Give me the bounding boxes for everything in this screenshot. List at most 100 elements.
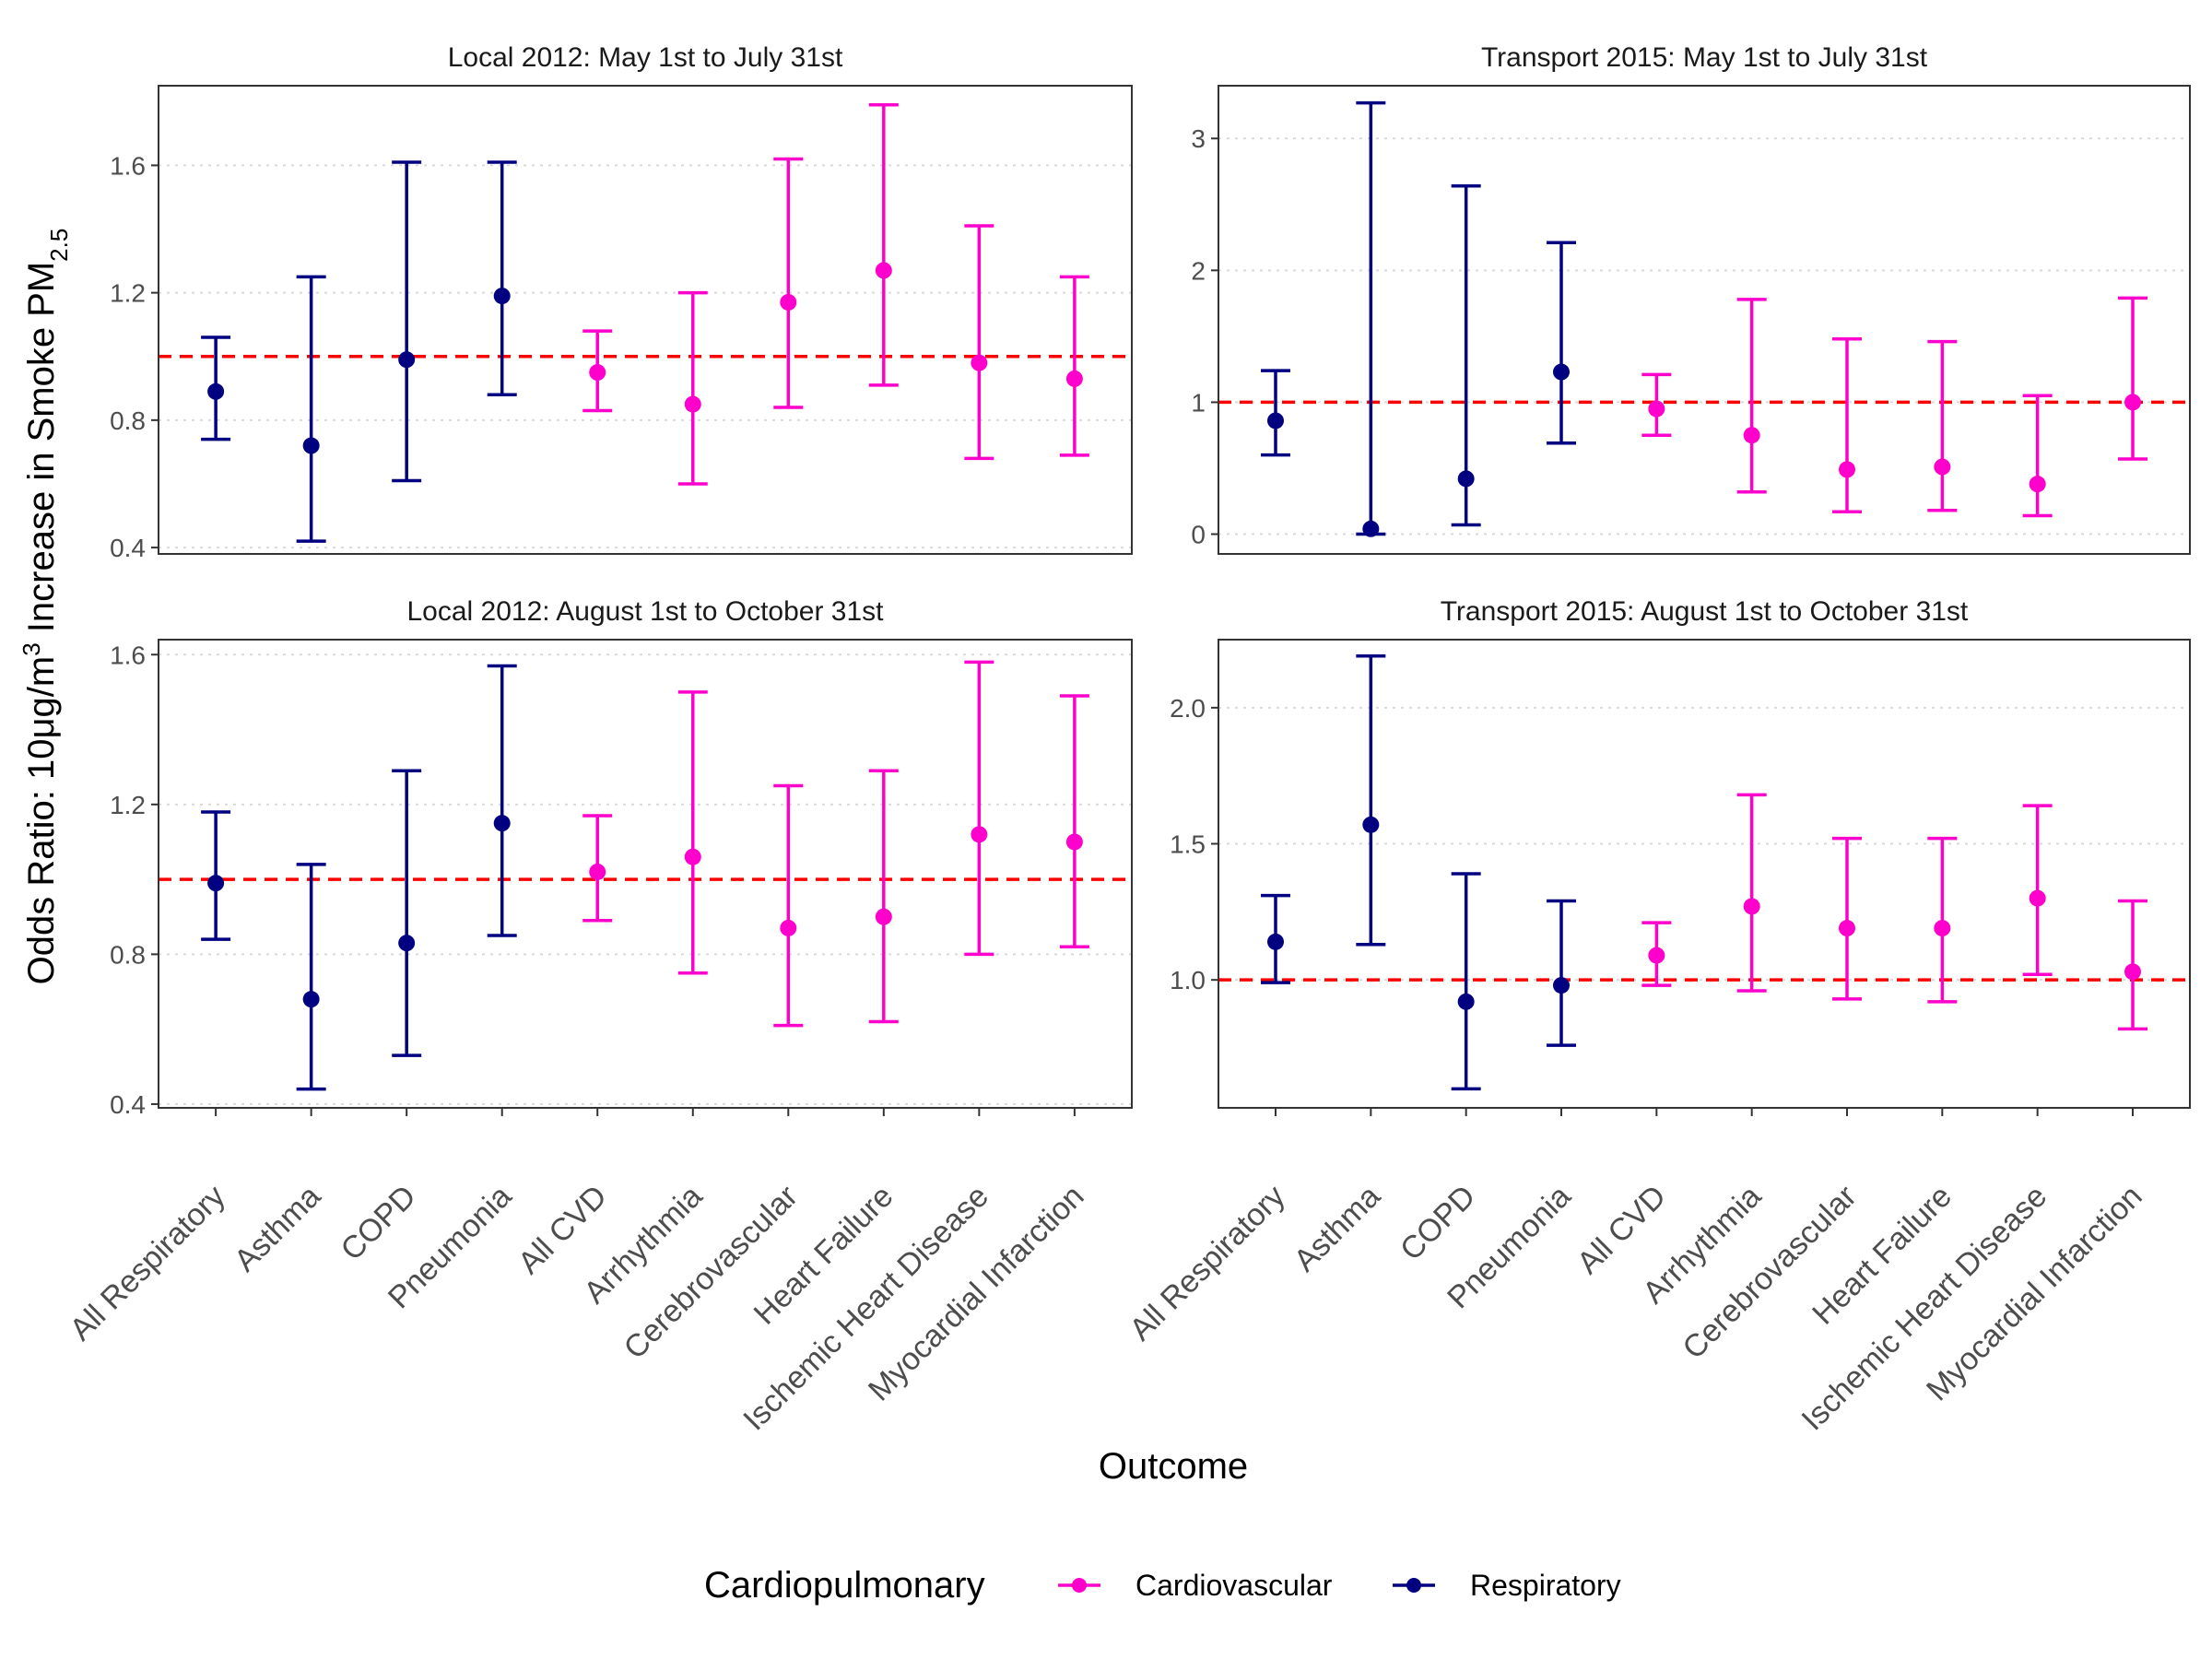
x-tick-label-all-respiratory: All Respiratory: [1123, 1179, 1291, 1347]
y-tick-label: 0.8: [110, 406, 146, 435]
errorbar-cerebrovascular: [1832, 836, 1862, 1001]
errorbar-pneumonia: [487, 160, 517, 396]
point-pneumonia: [1553, 363, 1570, 381]
errorbar-cerebrovascular: [773, 157, 804, 409]
panel-4: Transport 2015: August 1st to October 31…: [1170, 596, 2191, 1109]
point-pneumonia: [493, 288, 511, 305]
errorbar-all-respiratory: [1261, 369, 1290, 457]
errorbar-heart-failure: [1927, 836, 1958, 1004]
errorbar-asthma: [296, 275, 326, 543]
point-all-respiratory: [207, 382, 225, 400]
point-heart-failure: [875, 908, 892, 925]
errorbar-all-cvd: [1641, 372, 1672, 437]
panel-border: [1218, 639, 2191, 1109]
x-tick-label-copd: COPD: [1394, 1179, 1482, 1267]
legend-item-cardiovascular: Cardiovascular: [1058, 1569, 1333, 1602]
errorbar-myocardial-infarction: [1059, 275, 1089, 457]
x-axis-title: Outcome: [1099, 1446, 1248, 1487]
panel-title: Transport 2015: August 1st to October 31…: [1441, 596, 1969, 627]
errorbar-copd: [1451, 184, 1481, 527]
y-tick-label: 0.4: [110, 534, 146, 562]
errorbar-arrhythmia: [1736, 298, 1767, 494]
panel-1: Local 2012: May 1st to July 31st 0.4 0.8 1.…: [110, 42, 1133, 562]
errorbar-copd: [1451, 872, 1481, 1091]
errorbar-ischemic-heart-disease: [964, 660, 994, 957]
point-arrhythmia: [684, 395, 701, 413]
x-tick-label-all-respiratory: All Respiratory: [64, 1179, 232, 1347]
errorbar-all-cvd: [582, 814, 613, 923]
legend-item-respiratory: Respiratory: [1393, 1569, 1621, 1602]
errorbar-all-respiratory: [201, 810, 231, 941]
y-tick-label: 0.4: [110, 1090, 146, 1119]
errorbar-copd: [392, 160, 422, 483]
y-tick-label: 1.0: [1170, 966, 1206, 994]
legend-title: Cardiopulmonary: [704, 1565, 985, 1606]
point-pneumonia: [1553, 977, 1570, 994]
errorbar-all-cvd: [1641, 921, 1672, 987]
point-copd: [398, 935, 416, 952]
legend-label-respiratory: Respiratory: [1470, 1569, 1621, 1602]
y-axis-title-prefix: Odds Ratio: 10μg/m: [21, 656, 62, 985]
errorbar-heart-failure: [1927, 339, 1958, 512]
point-myocardial-infarction: [2124, 394, 2141, 411]
point-arrhythmia: [1743, 898, 1760, 915]
point-ischemic-heart-disease: [971, 826, 988, 843]
y-tick-label: 0: [1191, 521, 1206, 549]
y-tick-label: 3: [1191, 124, 1206, 153]
errorbar-cerebrovascular: [773, 783, 804, 1028]
point-pneumonia: [493, 815, 511, 832]
x-tick-label-cerebrovascular: Cerebrovascular: [618, 1179, 805, 1366]
errorbar-all-cvd: [582, 329, 613, 413]
point-cerebrovascular: [1839, 461, 1855, 478]
legend: Cardiopulmonary Cardiovascular Respirato…: [704, 1565, 1621, 1606]
point-all-respiratory: [207, 875, 225, 892]
errorbar-ischemic-heart-disease: [2022, 804, 2053, 977]
errorbar-asthma: [1356, 100, 1386, 537]
y-axis-title: Odds Ratio: 10μg/m3 Increase in Smoke PM…: [18, 229, 73, 985]
errorbar-asthma: [296, 863, 326, 1091]
errorbar-heart-failure: [868, 102, 899, 387]
point-arrhythmia: [684, 848, 701, 865]
x-tick-label-asthma: Asthma: [228, 1179, 327, 1278]
point-cerebrovascular: [1839, 920, 1855, 937]
legend-label-cardiovascular: Cardiovascular: [1135, 1569, 1333, 1602]
errorbar-cerebrovascular: [1832, 336, 1862, 513]
point-copd: [1457, 993, 1475, 1010]
point-asthma: [1362, 816, 1380, 833]
y-tick-label: 1.2: [110, 279, 146, 308]
point-cerebrovascular: [780, 919, 797, 936]
point-all-cvd: [589, 364, 606, 382]
errorbar-arrhythmia: [1736, 793, 1767, 993]
y-tick-label: 2.0: [1170, 694, 1206, 723]
point-heart-failure: [1934, 458, 1951, 476]
y-axis-title-middle: Increase in Smoke PM: [21, 262, 62, 643]
point-copd: [1457, 470, 1475, 488]
y-tick-label: 1: [1191, 388, 1206, 417]
panel-2: Transport 2015: May 1st to July 31st 0 1 2 3: [1191, 42, 2191, 555]
y-tick-label: 2: [1191, 256, 1206, 285]
legend-key-cardiovascular-point: [1072, 1578, 1087, 1593]
errorbar-pneumonia: [1547, 241, 1576, 445]
errorbar-arrhythmia: [677, 690, 708, 975]
point-arrhythmia: [1743, 427, 1760, 444]
point-all-cvd: [1648, 400, 1665, 418]
x-tick-label-copd: COPD: [335, 1179, 423, 1267]
y-tick-label: 0.8: [110, 940, 146, 969]
errorbar-ischemic-heart-disease: [964, 224, 994, 461]
point-ischemic-heart-disease: [971, 354, 988, 371]
point-cerebrovascular: [780, 293, 797, 311]
errorbar-myocardial-infarction: [1059, 694, 1089, 948]
y-tick-label: 1.5: [1170, 830, 1206, 859]
panel-border: [158, 639, 1133, 1109]
point-ischemic-heart-disease: [2029, 476, 2046, 493]
point-all-respiratory: [1267, 933, 1284, 950]
errorbar-pneumonia: [1547, 899, 1576, 1047]
point-ischemic-heart-disease: [2029, 889, 2046, 907]
errorbar-asthma: [1356, 653, 1386, 947]
point-asthma: [1362, 520, 1380, 537]
errorbar-copd: [392, 769, 422, 1057]
errorbar-heart-failure: [868, 769, 899, 1024]
legend-key-respiratory-point: [1406, 1578, 1421, 1593]
x-tick-label-cerebrovascular: Cerebrovascular: [1676, 1179, 1863, 1366]
